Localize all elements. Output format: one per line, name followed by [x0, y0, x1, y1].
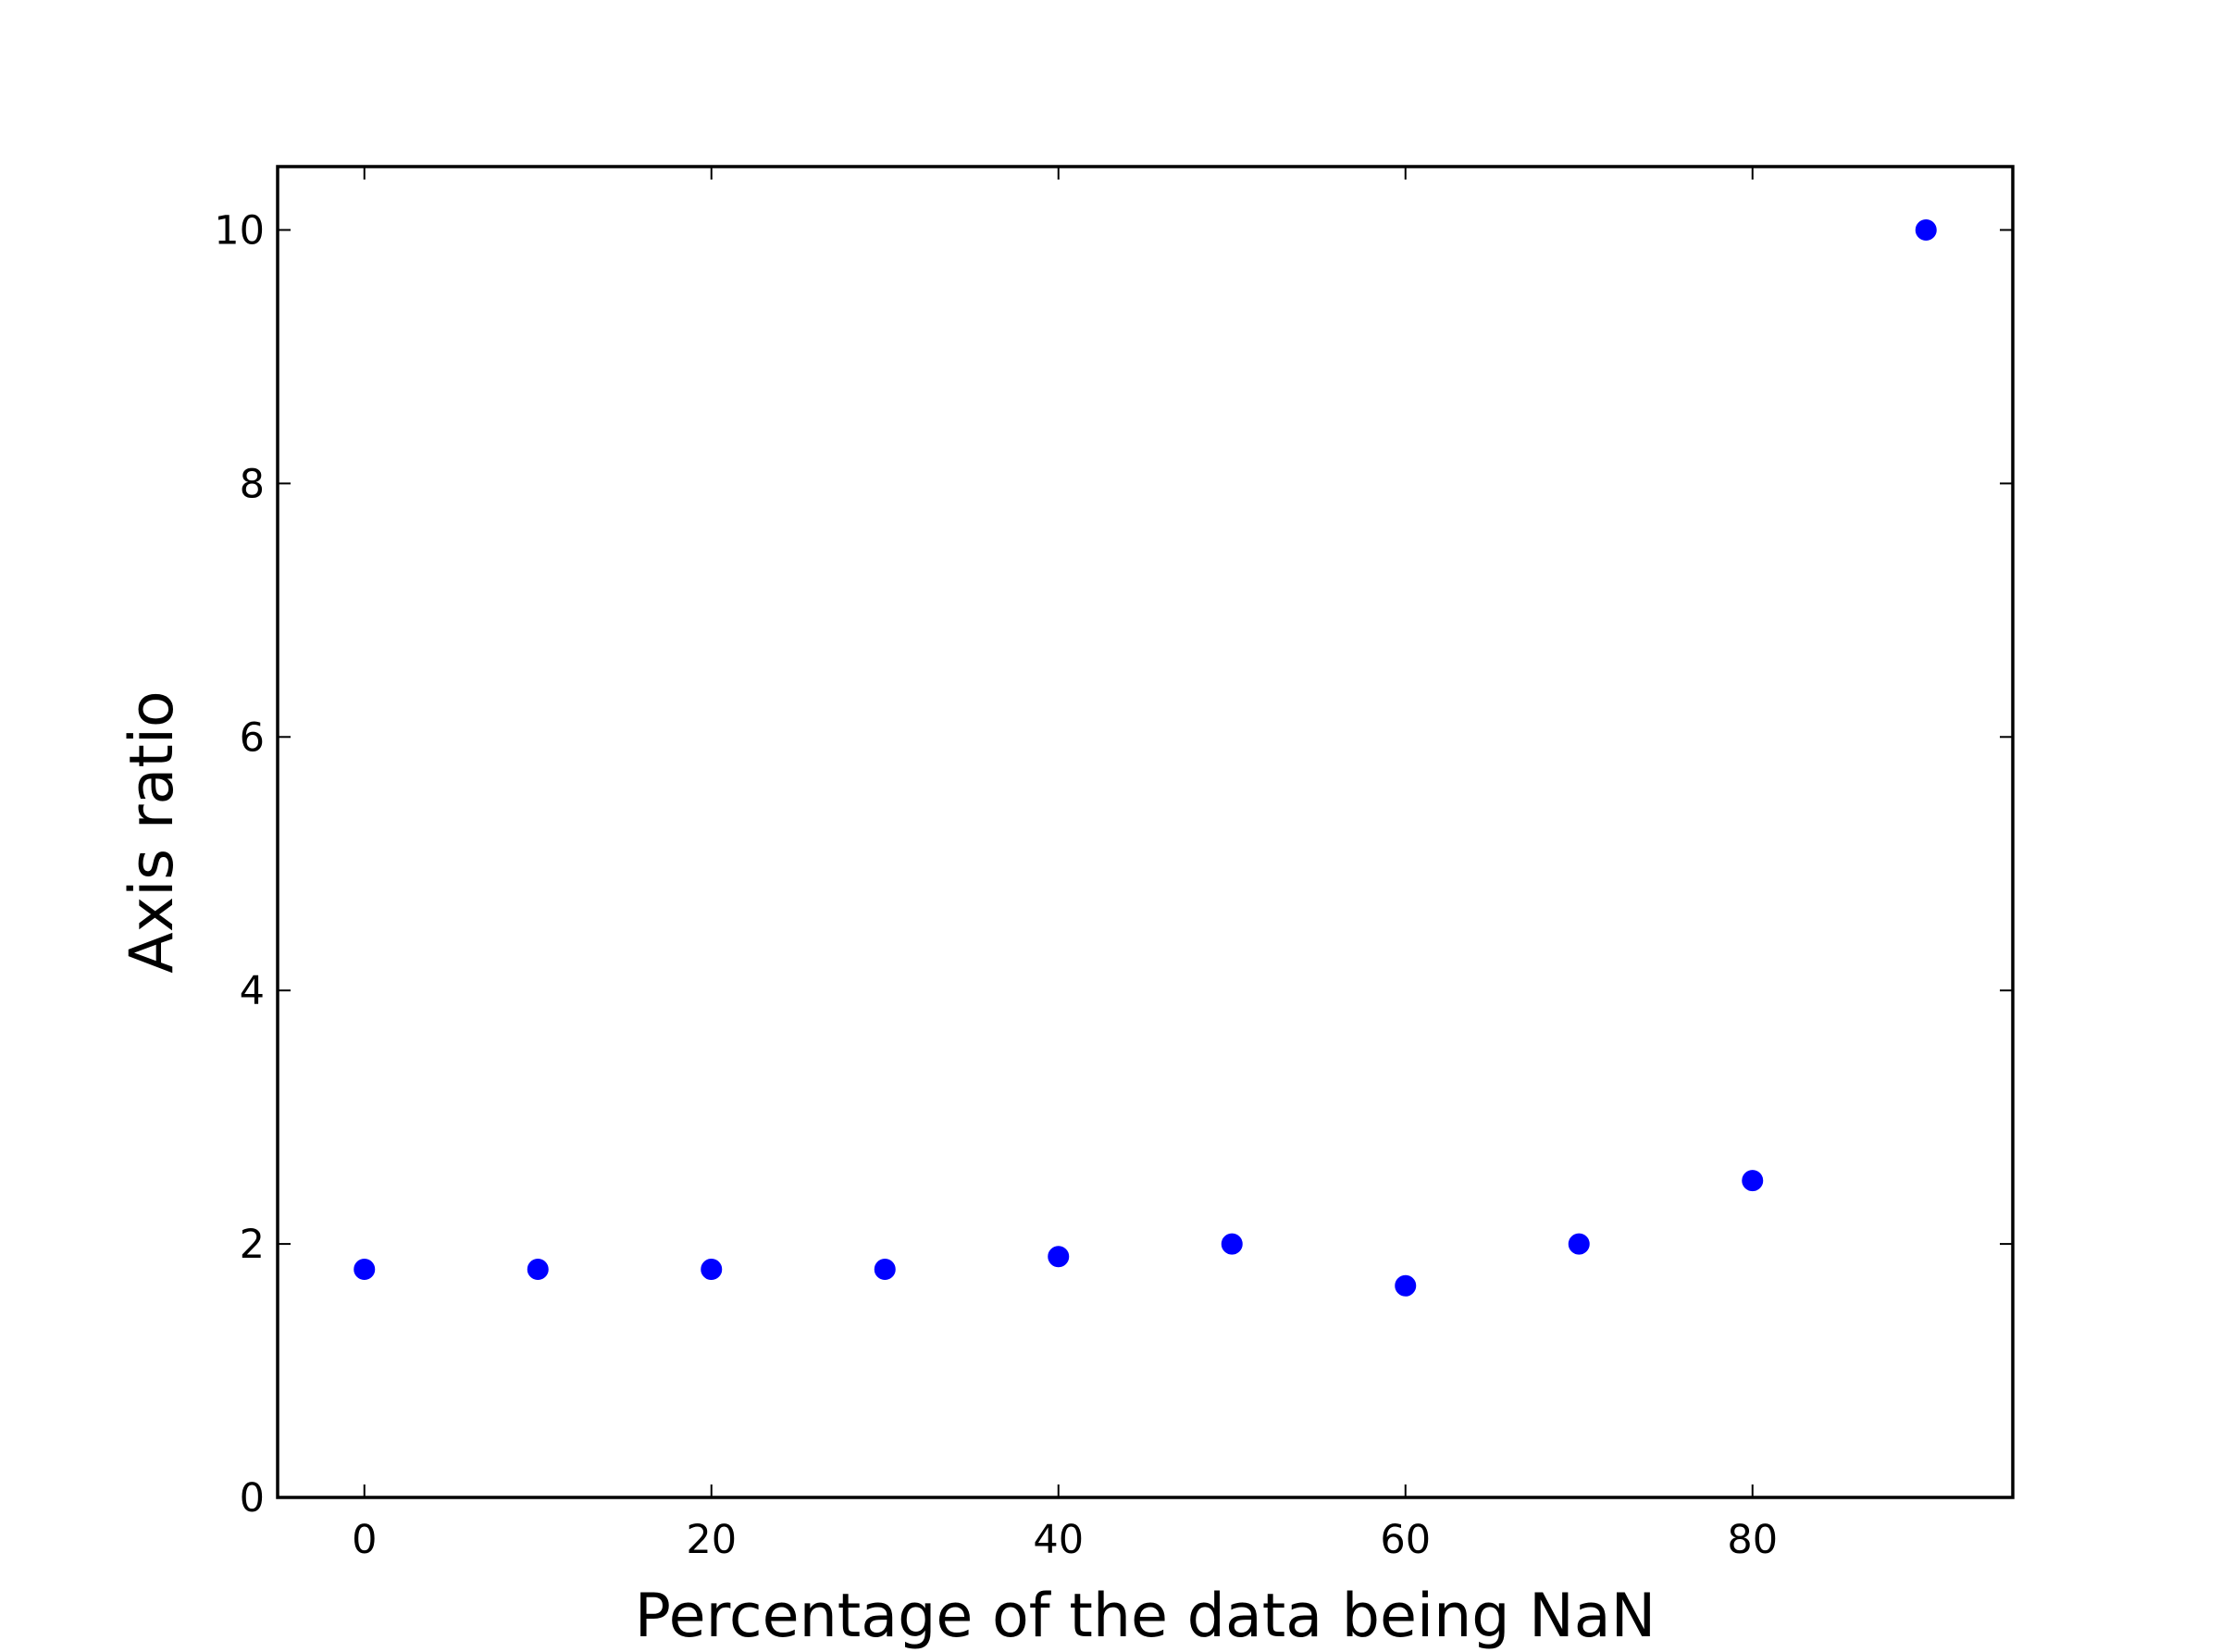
plot-area-frame — [276, 165, 2015, 1499]
y-tick-label: 0 — [240, 1475, 265, 1522]
data-point — [1915, 218, 1937, 241]
data-point — [354, 1258, 376, 1280]
data-point — [1395, 1274, 1417, 1297]
y-axis-label: Axis ratio — [118, 690, 187, 973]
y-tick-label: 6 — [240, 714, 265, 761]
data-point — [701, 1258, 723, 1280]
x-axis-label: Percentage of the data being NaN — [635, 1582, 1656, 1651]
data-point — [527, 1258, 549, 1280]
x-tick-label: 60 — [1380, 1517, 1431, 1563]
x-tick-label: 80 — [1727, 1517, 1778, 1563]
data-points — [354, 218, 1937, 1297]
y-tick-label: 8 — [240, 461, 265, 507]
data-point — [1048, 1246, 1070, 1268]
y-tick-label: 10 — [214, 207, 265, 254]
y-tick-label: 4 — [240, 968, 265, 1014]
data-point — [1568, 1233, 1590, 1255]
x-tick-label: 20 — [686, 1517, 737, 1563]
data-point — [874, 1258, 896, 1280]
x-tick-label: 40 — [1033, 1517, 1084, 1563]
data-point — [1742, 1170, 1764, 1192]
y-tick-label: 2 — [240, 1222, 265, 1268]
x-tick-label: 0 — [352, 1517, 377, 1563]
x-tick-labels: 0 20 40 60 80 — [352, 1517, 1778, 1563]
data-point — [1221, 1233, 1243, 1255]
y-tick-labels: 0 2 4 6 8 10 — [214, 207, 265, 1522]
